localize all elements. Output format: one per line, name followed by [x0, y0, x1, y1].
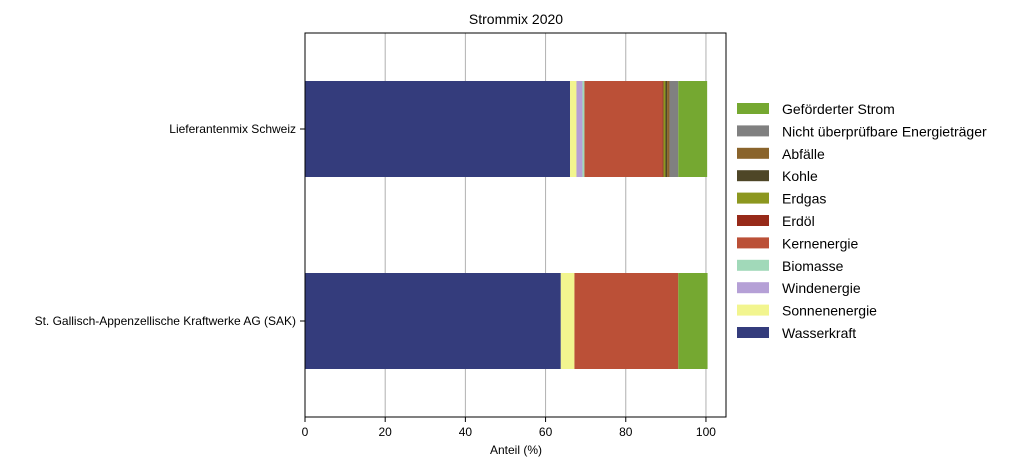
legend-label: Erdöl [782, 213, 815, 229]
bar-kohle [665, 81, 668, 177]
bar-nicht-überprüfbare-energieträger [669, 81, 679, 177]
legend-label: Erdgas [782, 191, 826, 207]
legend-swatch [737, 192, 769, 204]
legend-swatch [737, 282, 769, 294]
x-tick-label: 0 [302, 425, 309, 439]
bar-geförderter-strom [678, 81, 708, 177]
bar-kernenergie [584, 81, 663, 177]
bar-kernenergie [574, 273, 679, 369]
bar-sonnenenergie [570, 81, 577, 177]
x-tick-label: 60 [539, 425, 553, 439]
legend-label: Sonnenenergie [782, 303, 877, 319]
legend-swatch [737, 237, 769, 249]
x-tick-label: 80 [619, 425, 633, 439]
x-axis-label: Anteil (%) [490, 443, 542, 457]
bar-abfälle [667, 81, 670, 177]
legend-label: Windenergie [782, 280, 861, 296]
bar-erdöl [662, 81, 664, 177]
x-tick-label: 20 [379, 425, 393, 439]
legend-label: Kernenergie [782, 235, 858, 251]
legend-swatch [737, 304, 769, 316]
category-label: Lieferantenmix Schweiz [169, 122, 296, 136]
x-tick-label: 40 [459, 425, 473, 439]
legend-swatch [737, 103, 769, 114]
legend-swatch [737, 125, 769, 137]
chart-title: Strommix 2020 [469, 11, 563, 27]
legend-label: Geförderter Strom [782, 101, 895, 117]
legend-swatch [737, 215, 769, 226]
plot-frame [304, 32, 727, 418]
bar-windenergie [576, 81, 583, 177]
legend: Geförderter Strom Nicht überprüfbare Ener… [737, 101, 987, 341]
legend-swatch [737, 147, 769, 159]
legend-label: Biomasse [782, 258, 844, 274]
bar-sonnenenergie [560, 273, 575, 369]
bar-erdgas [663, 81, 666, 177]
legend-swatch [737, 170, 769, 182]
legend-swatch [737, 259, 769, 271]
legend-label: Kohle [782, 168, 818, 184]
bar-geförderter-strom [678, 273, 708, 369]
bars [305, 81, 708, 369]
bar-wasserkraft [305, 81, 571, 177]
legend-label: Abfälle [782, 146, 825, 162]
y-axis-ticks: Lieferantenmix Schweiz St. Gallisch-Appen… [35, 122, 305, 328]
legend-label: Wasserkraft [782, 325, 856, 341]
legend-label: Nicht überprüfbare Energieträger [782, 123, 987, 139]
x-tick-label: 100 [696, 425, 716, 439]
category-label: St. Gallisch-Appenzellische Kraftwerke A… [35, 314, 296, 328]
x-axis-ticks: 0 20 40 60 80 100 [302, 417, 716, 439]
bar-biomasse [582, 81, 585, 177]
bar-wasserkraft [305, 273, 561, 369]
legend-swatch [737, 327, 769, 338]
